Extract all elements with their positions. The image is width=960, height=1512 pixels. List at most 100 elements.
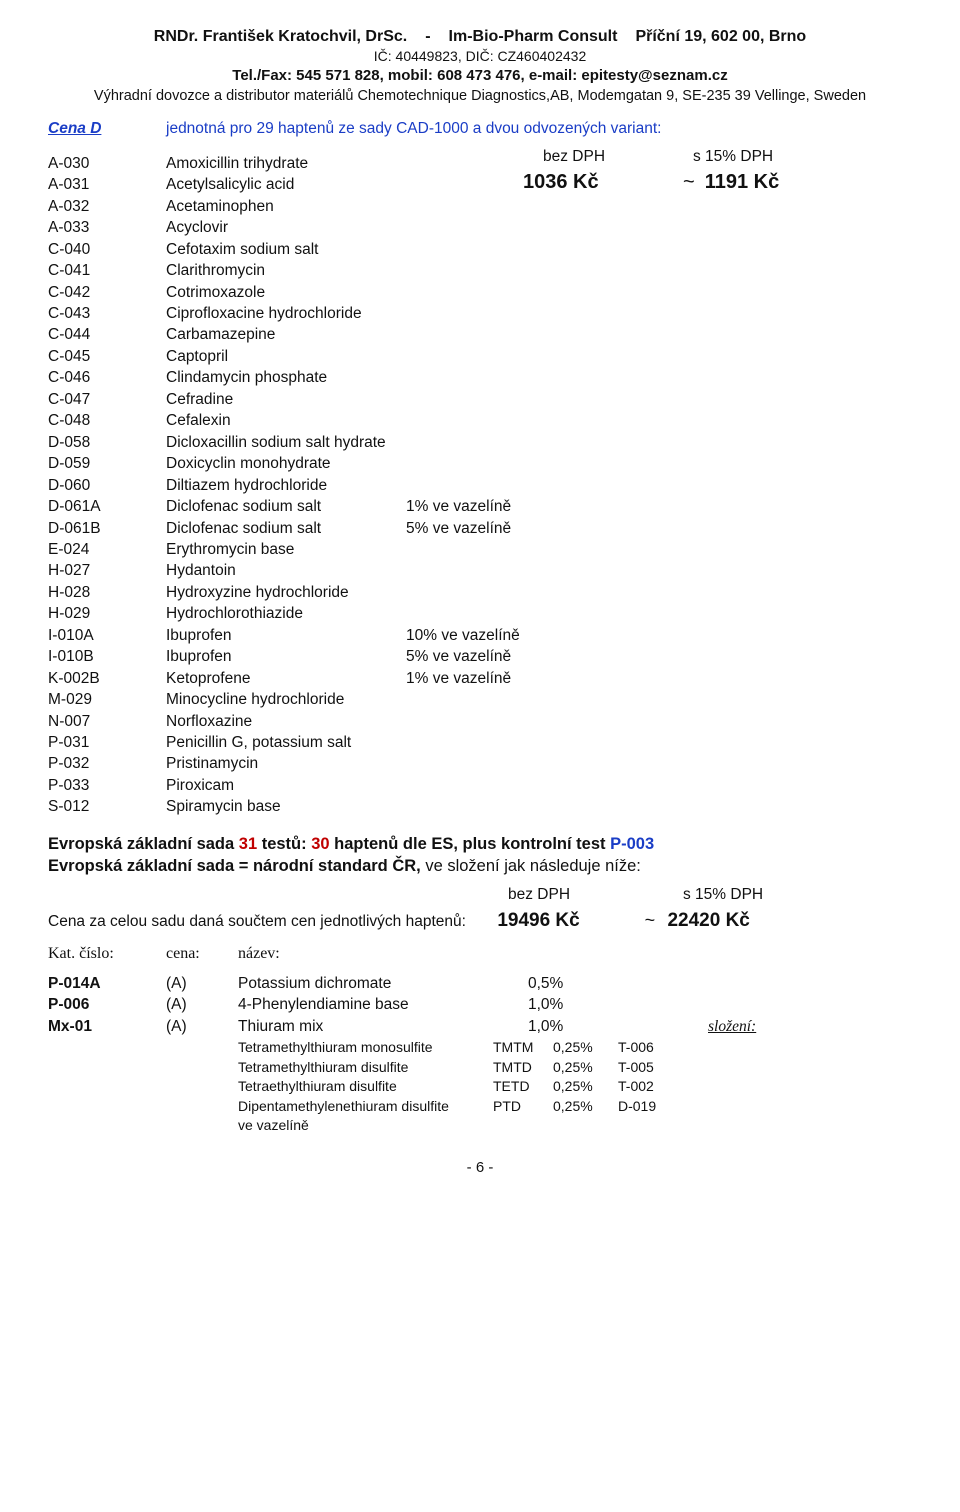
price2-p2: 22420 Kč — [667, 910, 749, 931]
item-name: Cefradine — [166, 390, 616, 411]
list-item: K-002BKetoprofene1% ve vazelíně — [48, 669, 616, 690]
table-row: Dipentamethylenethiuram disulfitePTD0,25… — [238, 1097, 678, 1116]
list-item: P-032Pristinamycin — [48, 754, 616, 775]
price2-label: Cena za celou sadu daná součtem cen jedn… — [48, 912, 493, 932]
sub-name: ve vazelíně — [238, 1116, 493, 1135]
price2-s: s 15% DPH — [683, 885, 763, 905]
sub-pct: 0,25% — [553, 1038, 618, 1057]
cena-row: Cena D jednotná pro 29 haptenů ze sady C… — [48, 119, 912, 139]
item-name: Captopril — [166, 347, 616, 368]
table-row: ve vazelíně — [238, 1116, 678, 1135]
sub-code: T-005 — [618, 1058, 678, 1077]
item-name: Acetaminophen — [166, 197, 616, 218]
item-name: Ibuprofen — [166, 647, 406, 668]
list-item: D-060Diltiazem hydrochloride — [48, 476, 616, 497]
list-item: H-028Hydroxyzine hydrochloride — [48, 583, 616, 604]
item-name: Hydroxyzine hydrochloride — [166, 583, 616, 604]
mix-name: 4-Phenylendiamine base — [238, 995, 528, 1016]
list-item: P-033Piroxicam — [48, 776, 616, 797]
sub-code: T-006 — [618, 1038, 678, 1057]
price-hdr-bez: bez DPH — [543, 147, 693, 167]
hapten-list: A-030Amoxicillin trihydrateA-031Acetylsa… — [48, 154, 616, 819]
list-item: M-029Minocycline hydrochloride — [48, 690, 616, 711]
sub-pct: 0,25% — [553, 1077, 618, 1096]
item-name: Carbamazepine — [166, 325, 616, 346]
item-code: C-045 — [48, 347, 166, 368]
item-code: I-010B — [48, 647, 166, 668]
mix-pct: 1,0% — [528, 1017, 708, 1038]
header-ids: IČ: 40449823, DIČ: CZ460402432 — [48, 47, 912, 65]
list-item: C-045Captopril — [48, 347, 616, 368]
header-company: Im-Bio-Pharm Consult — [449, 26, 618, 47]
sub-name: Dipentamethylenethiuram disulfite — [238, 1097, 493, 1116]
item-code: D-060 — [48, 476, 166, 497]
item-code: H-028 — [48, 583, 166, 604]
sub-table: Tetramethylthiuram monosulfiteTMTM0,25%T… — [238, 1038, 678, 1135]
price-tilde: ~ — [683, 169, 695, 195]
item-code: A-031 — [48, 175, 166, 196]
item-code: D-061B — [48, 519, 166, 540]
sec2-d: 30 — [311, 835, 329, 853]
price-header: bez DPH s 15% DPH — [543, 147, 912, 167]
sub-abbr: TMTD — [493, 1058, 553, 1077]
item-code: D-058 — [48, 433, 166, 454]
item-pct: 1% ve vazelíně — [406, 669, 616, 690]
item-name: Norfloxazine — [166, 712, 616, 733]
item-code: C-040 — [48, 240, 166, 261]
sub-code: D-019 — [618, 1097, 678, 1116]
price-1: 1036 Kč — [523, 169, 673, 195]
item-name: Clindamycin phosphate — [166, 368, 616, 389]
price-hdr-s: s 15% DPH — [693, 147, 773, 167]
header: RNDr. František Kratochvil, DrSc. - Im-B… — [48, 26, 912, 85]
item-name: Hydantoin — [166, 561, 616, 582]
list-item: C-048Cefalexin — [48, 411, 616, 432]
item-code: C-046 — [48, 368, 166, 389]
item-name: Pristinamycin — [166, 754, 616, 775]
item-code: A-032 — [48, 197, 166, 218]
list-item: E-024Erythromycin base — [48, 540, 616, 561]
list-item: C-044Carbamazepine — [48, 325, 616, 346]
mix-price: (A) — [166, 1017, 238, 1038]
table-row: P-014A(A)Potassium dichromate0,5% — [48, 974, 756, 995]
page-number: - 6 - — [48, 1158, 912, 1178]
header-distrib: Výhradní dovozce a distributor materiálů… — [48, 87, 912, 106]
list-item: C-047Cefradine — [48, 390, 616, 411]
mix-pct: 1,0% — [528, 995, 708, 1016]
col-nazev: název: — [238, 945, 280, 962]
item-name: Diclofenac sodium salt — [166, 497, 406, 518]
price2-p1: 19496 Kč — [497, 908, 632, 933]
cena-label: Cena D — [48, 119, 166, 139]
sec2-b: 31 — [239, 835, 257, 853]
item-code: H-027 — [48, 561, 166, 582]
item-name: Hydrochlorothiazide — [166, 604, 616, 625]
list-item: D-058Dicloxacillin sodium salt hydrate — [48, 433, 616, 454]
header-contact: Tel./Fax: 545 571 828, mobil: 608 473 47… — [48, 66, 912, 86]
sub-abbr — [493, 1116, 553, 1135]
item-name: Ibuprofen — [166, 626, 406, 647]
price2-header: bez DPH s 15% DPH — [508, 885, 912, 905]
item-name: Ketoprofene — [166, 669, 406, 690]
sub-name: Tetramethylthiuram monosulfite — [238, 1038, 493, 1057]
list-item: S-012Spiramycin base — [48, 797, 616, 818]
list-item: D-059Doxicyclin monohydrate — [48, 454, 616, 475]
item-code: E-024 — [48, 540, 166, 561]
sub-abbr: PTD — [493, 1097, 553, 1116]
item-code: D-061A — [48, 497, 166, 518]
list-item: D-061BDiclofenac sodium salt5% ve vazelí… — [48, 519, 616, 540]
item-name: Minocycline hydrochloride — [166, 690, 616, 711]
list-item: C-042Cotrimoxazole — [48, 283, 616, 304]
sec2-c: testů: — [257, 835, 311, 853]
item-name: Penicillin G, potassium salt — [166, 733, 616, 754]
item-code: K-002B — [48, 669, 166, 690]
list-item: A-033Acyclovir — [48, 218, 616, 239]
item-code: P-032 — [48, 754, 166, 775]
item-code: A-030 — [48, 154, 166, 175]
item-code: I-010A — [48, 626, 166, 647]
item-code: C-041 — [48, 261, 166, 282]
mix-name: Potassium dichromate — [238, 974, 528, 995]
item-name: Ciprofloxacine hydrochloride — [166, 304, 616, 325]
sub-abbr: TMTM — [493, 1038, 553, 1057]
price-2: 1191 Kč — [705, 169, 780, 195]
mix-code: Mx-01 — [48, 1017, 166, 1038]
item-code: C-048 — [48, 411, 166, 432]
